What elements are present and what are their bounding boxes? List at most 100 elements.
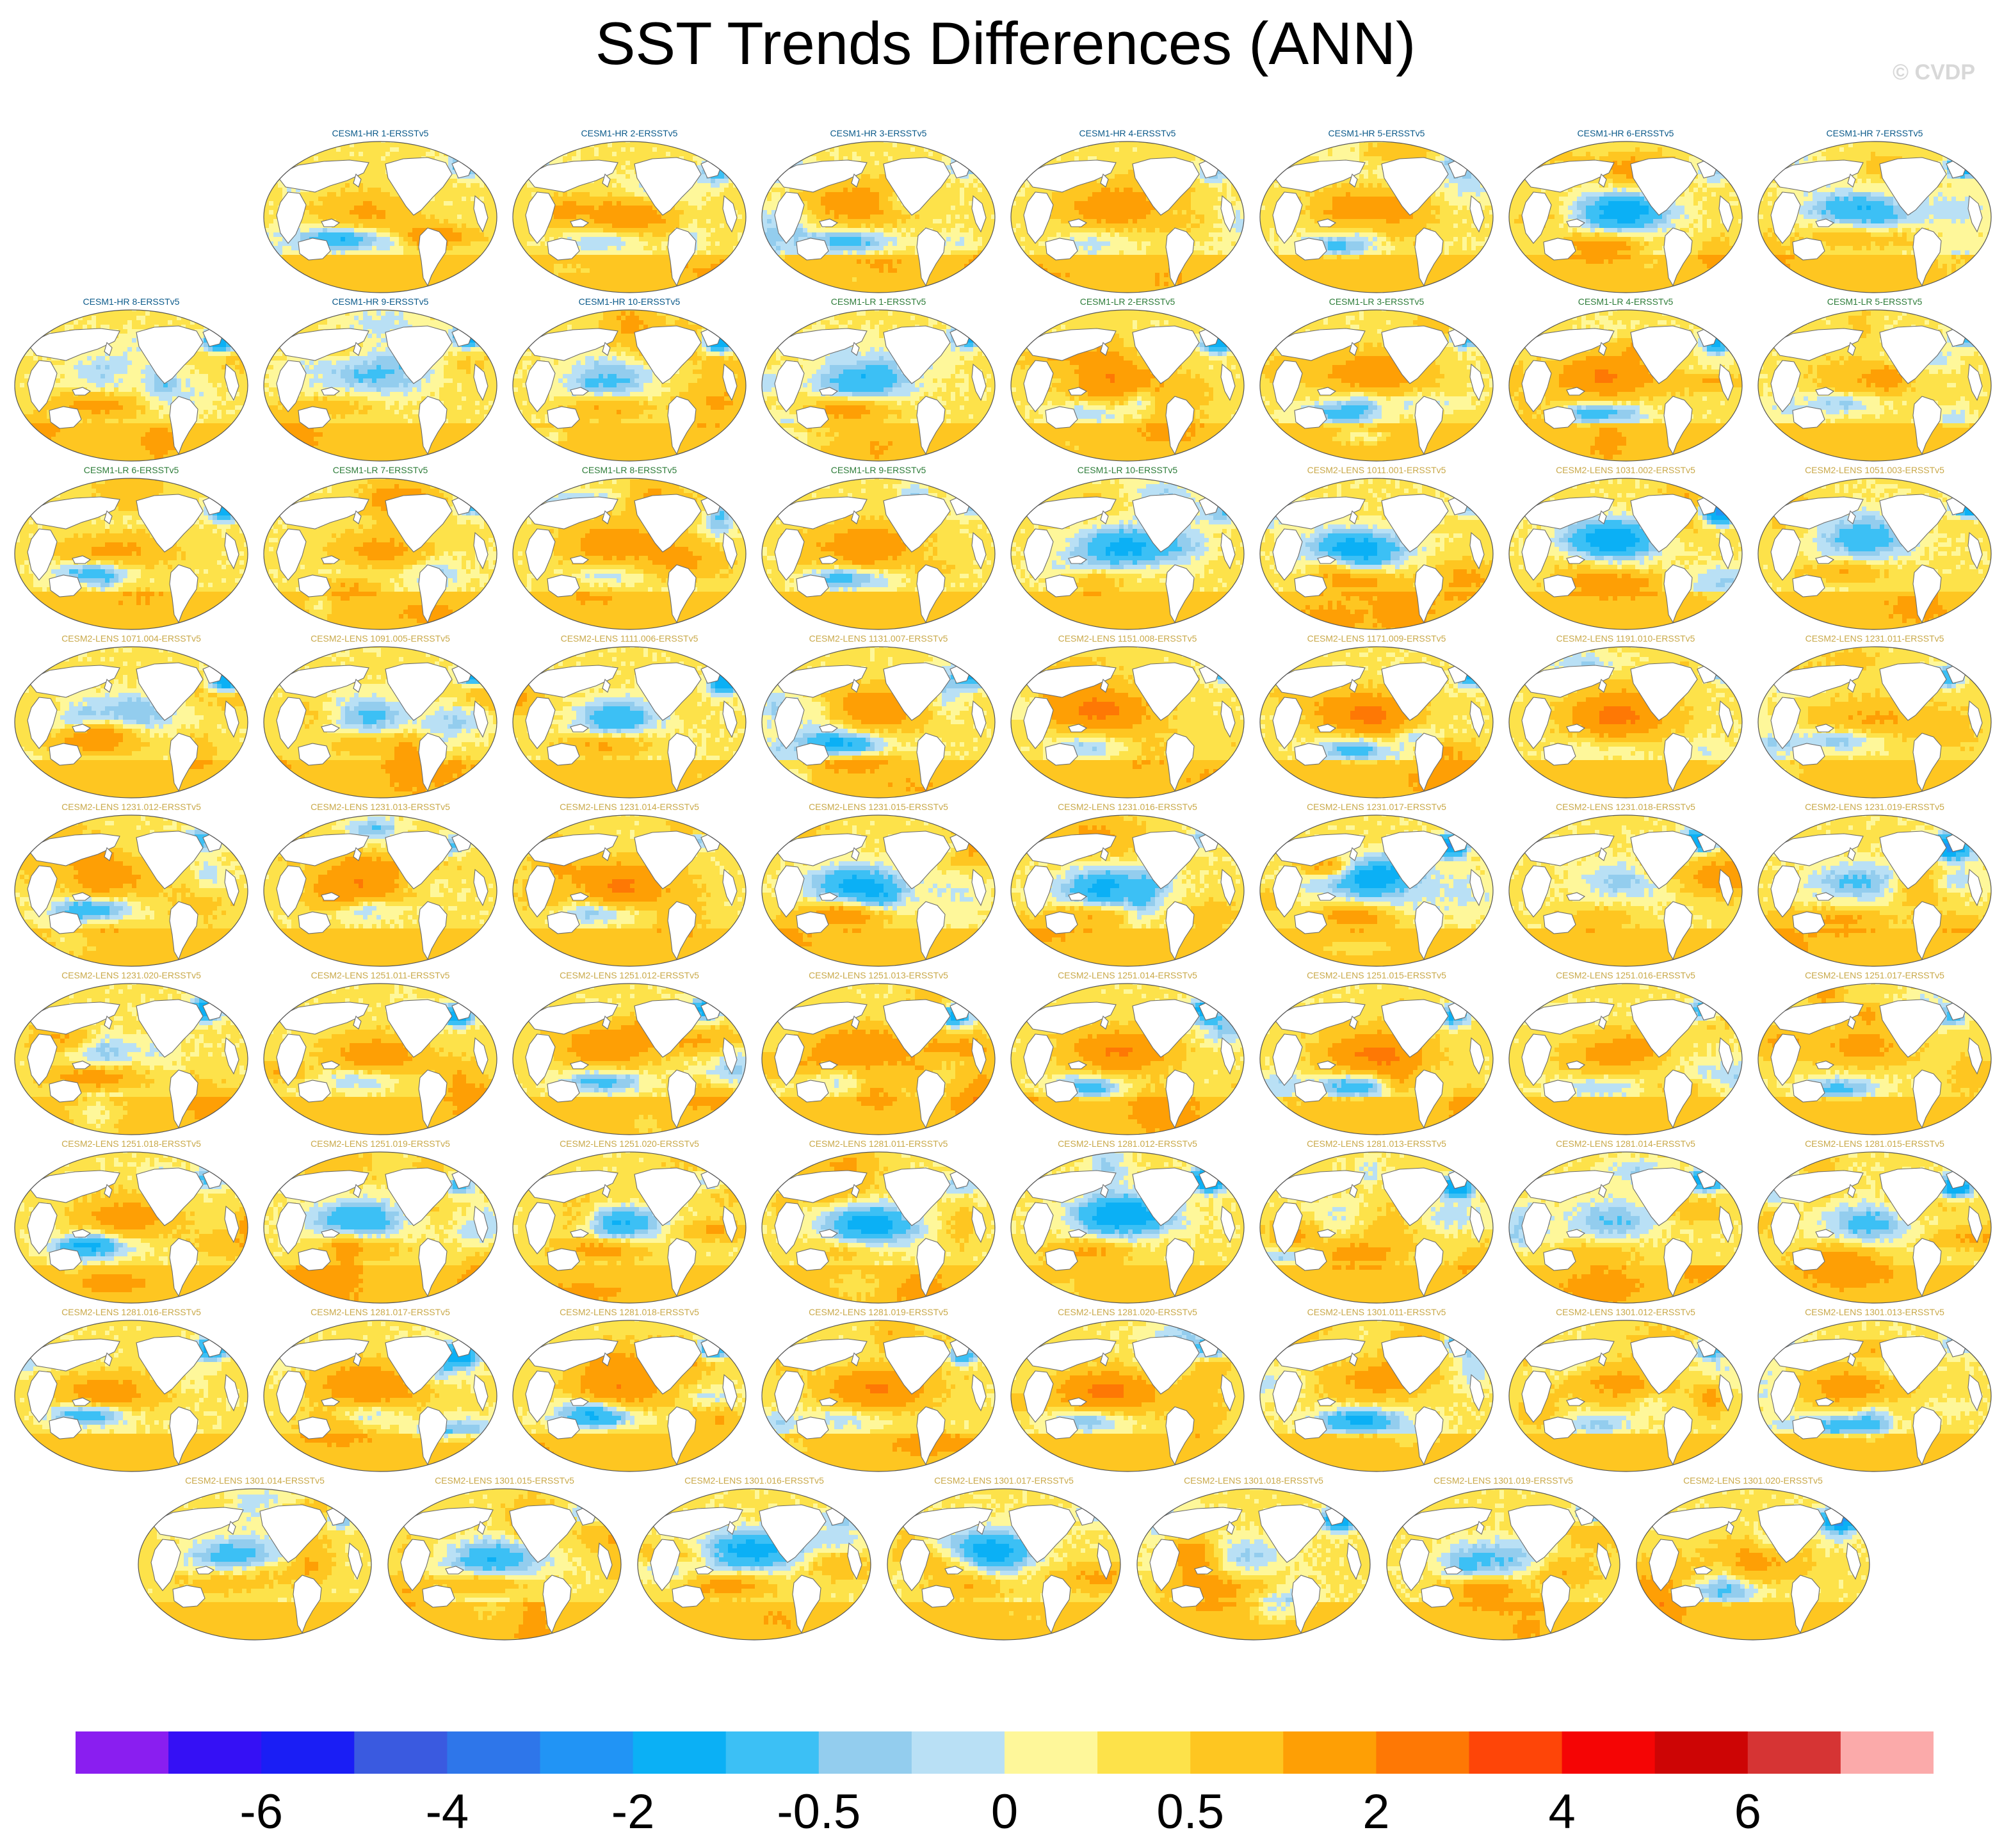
sst-map — [1754, 980, 1995, 1138]
map-panel: CESM2-LENS 1301.016-ERSSTv5 — [634, 1475, 875, 1643]
colorbar-swatch — [1190, 1731, 1284, 1774]
map-panel: CESM2-LENS 1281.011-ERSSTv5 — [758, 1139, 999, 1306]
sst-map — [1754, 475, 1995, 633]
panel-title: CESM1-HR 10-ERSSTv5 — [509, 296, 750, 307]
panel-title: CESM2-LENS 1281.016-ERSSTv5 — [11, 1307, 252, 1317]
panel-title: CESM2-LENS 1231.011-ERSSTv5 — [1754, 633, 1995, 644]
map-panel: CESM2-LENS 1231.015-ERSSTv5 — [758, 802, 999, 969]
sst-map — [1007, 475, 1248, 633]
map-panel: CESM2-LENS 1251.020-ERSSTv5 — [509, 1139, 750, 1306]
map-panel: CESM2-LENS 1251.019-ERSSTv5 — [260, 1139, 501, 1306]
panel-title: CESM2-LENS 1231.020-ERSSTv5 — [11, 970, 252, 980]
sst-map — [260, 307, 501, 464]
sst-map — [1754, 1317, 1995, 1475]
panel-title: CESM2-LENS 1131.007-ERSSTv5 — [758, 633, 999, 644]
panel-title: CESM2-LENS 1301.018-ERSSTv5 — [1133, 1475, 1374, 1486]
panel-title: CESM1-LR 7-ERSSTv5 — [260, 465, 501, 475]
map-panel: CESM1-LR 6-ERSSTv5 — [11, 465, 252, 633]
map-panel: CESM1-HR 7-ERSSTv5 — [1754, 128, 1995, 296]
colorbar-swatch — [1841, 1731, 1934, 1774]
map-panel: CESM2-LENS 1251.014-ERSSTv5 — [1007, 970, 1248, 1138]
sst-map — [260, 1149, 501, 1306]
panel-title: CESM2-LENS 1231.018-ERSSTv5 — [1505, 802, 1746, 812]
map-panel: CESM2-LENS 1301.019-ERSSTv5 — [1383, 1475, 1624, 1643]
panel-title: CESM1-LR 8-ERSSTv5 — [509, 465, 750, 475]
map-panel: CESM1-HR 3-ERSSTv5 — [758, 128, 999, 296]
colorbar-tick-label: -6 — [239, 1784, 283, 1840]
map-panel: CESM1-HR 8-ERSSTv5 — [11, 296, 252, 464]
panel-title: CESM1-LR 10-ERSSTv5 — [1007, 465, 1248, 475]
map-panel: CESM1-HR 1-ERSSTv5 — [260, 128, 501, 296]
panel-title: CESM1-LR 1-ERSSTv5 — [758, 296, 999, 307]
colorbar-swatch — [447, 1731, 540, 1774]
panel-title: CESM2-LENS 1091.005-ERSSTv5 — [260, 633, 501, 644]
sst-map — [509, 1149, 750, 1306]
map-panel: CESM1-LR 10-ERSSTv5 — [1007, 465, 1248, 633]
map-panel: CESM1-HR 2-ERSSTv5 — [509, 128, 750, 296]
panel-title: CESM2-LENS 1231.013-ERSSTv5 — [260, 802, 501, 812]
map-panel: CESM2-LENS 1231.013-ERSSTv5 — [260, 802, 501, 969]
panel-title: CESM2-LENS 1281.015-ERSSTv5 — [1754, 1139, 1995, 1149]
sst-map — [1754, 644, 1995, 801]
panel-title: CESM2-LENS 1231.017-ERSSTv5 — [1256, 802, 1497, 812]
sst-map — [1007, 307, 1248, 464]
panel-title: CESM1-HR 3-ERSSTv5 — [758, 128, 999, 138]
map-panel: CESM2-LENS 1301.013-ERSSTv5 — [1754, 1307, 1995, 1475]
sst-map — [1007, 1317, 1248, 1475]
sst-map — [260, 644, 501, 801]
colorbar-tick-label: 0.5 — [1156, 1784, 1224, 1840]
panel-title: CESM2-LENS 1191.010-ERSSTv5 — [1505, 633, 1746, 644]
colorbar-tick-label: 2 — [1362, 1784, 1389, 1840]
sst-map — [1133, 1486, 1374, 1643]
panel-title: CESM2-LENS 1251.017-ERSSTv5 — [1754, 970, 1995, 980]
sst-map — [11, 980, 252, 1138]
map-panel: CESM1-HR 6-ERSSTv5 — [1505, 128, 1746, 296]
map-panel: CESM2-LENS 1251.011-ERSSTv5 — [260, 970, 501, 1138]
map-panel: CESM1-LR 7-ERSSTv5 — [260, 465, 501, 633]
map-panel: CESM2-LENS 1251.015-ERSSTv5 — [1256, 970, 1497, 1138]
panel-title: CESM2-LENS 1301.011-ERSSTv5 — [1256, 1307, 1497, 1317]
sst-map — [1007, 644, 1248, 801]
panel-title: CESM1-HR 2-ERSSTv5 — [509, 128, 750, 138]
sst-map — [1256, 307, 1497, 464]
colorbar-swatch — [1376, 1731, 1469, 1774]
panel-title: CESM2-LENS 1231.012-ERSSTv5 — [11, 802, 252, 812]
sst-map — [11, 307, 252, 464]
panel-title: CESM2-LENS 1281.013-ERSSTv5 — [1256, 1139, 1497, 1149]
colorbar-swatch — [633, 1731, 727, 1774]
panel-title: CESM2-LENS 1301.013-ERSSTv5 — [1754, 1307, 1995, 1317]
colorbar-swatch — [912, 1731, 1005, 1774]
panel-title: CESM1-LR 3-ERSSTv5 — [1256, 296, 1497, 307]
panel-title: CESM2-LENS 1281.012-ERSSTv5 — [1007, 1139, 1248, 1149]
panel-title: CESM1-HR 5-ERSSTv5 — [1256, 128, 1497, 138]
sst-map — [758, 1317, 999, 1475]
map-panel: CESM2-LENS 1011.001-ERSSTv5 — [1256, 465, 1497, 633]
map-panel: CESM2-LENS 1251.018-ERSSTv5 — [11, 1139, 252, 1306]
sst-map — [1754, 138, 1995, 296]
colorbar-swatch — [1469, 1731, 1563, 1774]
panel-title: CESM2-LENS 1281.017-ERSSTv5 — [260, 1307, 501, 1317]
sst-map — [11, 812, 252, 969]
colorbar — [76, 1731, 1934, 1774]
sst-map — [1505, 980, 1746, 1138]
colorbar-swatch — [76, 1731, 169, 1774]
sst-map — [758, 307, 999, 464]
colorbar-swatch — [1283, 1731, 1377, 1774]
panel-title: CESM2-LENS 1231.014-ERSSTv5 — [509, 802, 750, 812]
sst-map — [758, 138, 999, 296]
sst-map — [1633, 1486, 1873, 1643]
sst-map — [1383, 1486, 1624, 1643]
map-panel: CESM1-LR 3-ERSSTv5 — [1256, 296, 1497, 464]
sst-map — [260, 138, 501, 296]
panel-title: CESM2-LENS 1301.015-ERSSTv5 — [384, 1475, 625, 1486]
map-panel: CESM1-HR 4-ERSSTv5 — [1007, 128, 1248, 296]
map-panel: CESM2-LENS 1251.012-ERSSTv5 — [509, 970, 750, 1138]
panel-title: CESM2-LENS 1251.020-ERSSTv5 — [509, 1139, 750, 1149]
panel-title: CESM1-LR 5-ERSSTv5 — [1754, 296, 1995, 307]
sst-map — [1754, 307, 1995, 464]
panel-title: CESM2-LENS 1031.002-ERSSTv5 — [1505, 465, 1746, 475]
sst-map — [758, 980, 999, 1138]
map-panel: CESM2-LENS 1231.016-ERSSTv5 — [1007, 802, 1248, 969]
sst-map — [384, 1486, 625, 1643]
panel-title: CESM2-LENS 1251.016-ERSSTv5 — [1505, 970, 1746, 980]
